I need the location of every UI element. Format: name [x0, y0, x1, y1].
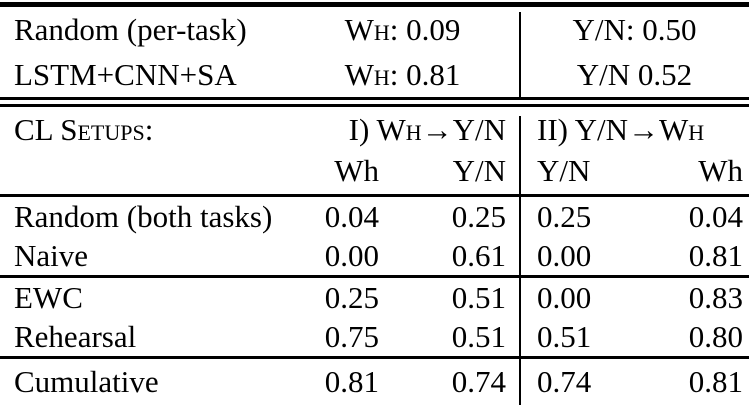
setup-i-header: I) Wh→Y/N: [348, 112, 506, 147]
accuracy-value: 0.00: [324, 238, 379, 273]
setup-ii-header: II) Y/N→Wh: [537, 112, 705, 147]
accuracy-value: 0.81: [324, 364, 379, 399]
method-row: Rehearsal 0.75 0.51 0.51 0.80: [0, 317, 749, 356]
model-label: Random (per-task): [14, 12, 247, 47]
accuracy-value: 0.81: [688, 238, 743, 273]
method-label: Rehearsal: [14, 319, 137, 354]
vertical-divider: [519, 12, 521, 98]
baseline-section: Random (per-task) Wh: 0.09 Y/N: 0.50 LST…: [0, 7, 749, 97]
accuracy-value: 0.74: [537, 364, 592, 399]
column-header-wh: Wh: [698, 153, 743, 188]
empty-cell: [0, 150, 230, 194]
column-header-yn: Y/N: [537, 153, 591, 188]
column-header-yn: Y/N: [452, 153, 506, 188]
accuracy-value: 0.80: [688, 319, 743, 354]
model-label: LSTM+CNN+SA: [14, 57, 237, 92]
accuracy-value: 0.25: [451, 199, 506, 234]
yn-accuracy: Y/N: 0.50: [572, 12, 697, 47]
accuracy-value: 0.61: [451, 238, 506, 273]
accuracy-value: 0.51: [451, 319, 506, 354]
accuracy-value: 0.51: [451, 280, 506, 315]
vertical-divider: [519, 116, 521, 405]
accuracy-value: 0.00: [537, 238, 592, 273]
cl-header-row: CL Setups: I) Wh→Y/N II) Y/N→Wh: [0, 107, 749, 150]
baseline-row: Random (per-task) Wh: 0.09 Y/N: 0.50: [0, 7, 749, 52]
method-row: Naive 0.00 0.61 0.00 0.81: [0, 236, 749, 275]
top-rule: [0, 2, 749, 7]
method-label: EWC: [14, 280, 83, 315]
accuracy-value: 0.75: [324, 319, 379, 354]
cl-setups-title: CL Setups:: [14, 112, 154, 147]
accuracy-value: 0.04: [324, 199, 379, 234]
double-rule: [0, 97, 749, 107]
section-rule: [0, 275, 749, 278]
accuracy-value: 0.00: [537, 280, 592, 315]
accuracy-value: 0.83: [688, 280, 743, 315]
method-label: Random (both tasks): [14, 199, 273, 234]
accuracy-value: 0.25: [537, 199, 592, 234]
section-rule: [0, 194, 749, 197]
accuracy-value: 0.25: [324, 280, 379, 315]
wh-accuracy: Wh: 0.81: [344, 57, 461, 92]
column-header-row: Wh Y/N Y/N Wh: [0, 150, 749, 194]
baseline-row: LSTM+CNN+SA Wh: 0.81 Y/N 0.52: [0, 52, 749, 97]
method-label: Cumulative: [14, 364, 159, 399]
method-row: Random (both tasks) 0.04 0.25 0.25 0.04: [0, 197, 749, 236]
method-row: Cumulative 0.81 0.74 0.74 0.81: [0, 359, 749, 404]
column-header-wh: Wh: [334, 153, 379, 188]
accuracy-value: 0.81: [688, 364, 743, 399]
accuracy-value: 0.51: [537, 319, 592, 354]
accuracy-value: 0.04: [688, 199, 743, 234]
section-rule: [0, 356, 749, 359]
method-label: Naive: [14, 238, 89, 273]
method-row: EWC 0.25 0.51 0.00 0.83: [0, 278, 749, 317]
wh-accuracy: Wh: 0.09: [344, 12, 461, 47]
yn-accuracy: Y/N 0.52: [576, 57, 693, 92]
accuracy-value: 0.74: [451, 364, 506, 399]
